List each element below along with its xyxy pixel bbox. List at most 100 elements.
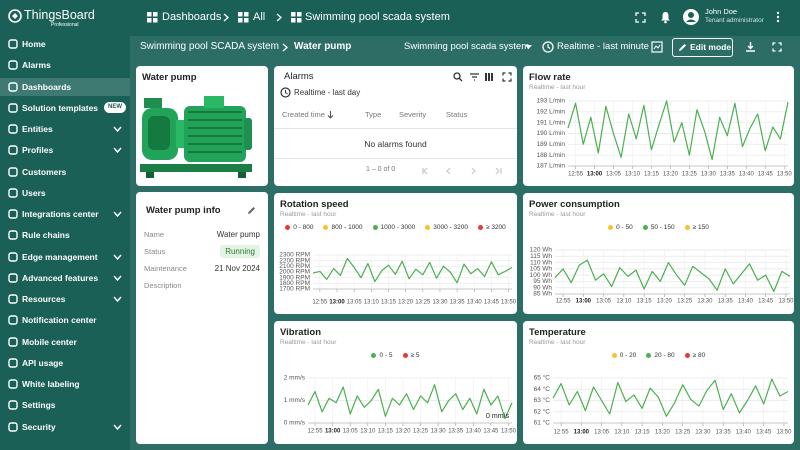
edition: Professional — [51, 22, 79, 28]
menu-item[interactable]: Dashboards — [0, 77, 130, 96]
menu-item[interactable]: White labeling — [0, 375, 130, 393]
layout-button[interactable] — [651, 41, 663, 53]
fullscreen-button[interactable] — [772, 42, 782, 52]
menu-item[interactable]: Notification center — [0, 311, 130, 329]
menu-item[interactable]: Home — [0, 35, 130, 53]
legend-label: 3000 - 3200 — [433, 224, 468, 231]
card-title: Alarms — [284, 71, 314, 82]
icon-shape — [8, 103, 18, 113]
state-current: Water pump — [294, 41, 352, 52]
menu-label: Dashboards — [22, 81, 72, 92]
top-bar: Dashboards All Swimming pool scada syste… — [130, 0, 800, 36]
state-path[interactable]: Swimming pool SCADA system — [140, 41, 279, 52]
menu-icon — [8, 188, 18, 198]
legend-swatch — [477, 225, 483, 230]
info-label: Description — [144, 281, 182, 290]
menu-item[interactable]: Profiles — [0, 141, 130, 159]
menu-button[interactable] — [776, 11, 780, 23]
menu-item[interactable]: Security — [0, 418, 130, 436]
alarms-timewindow[interactable]: Realtime - last day — [294, 88, 361, 97]
chart-card: Vibration Realtime - last hour 0 - 5 ≥ 5 — [274, 321, 517, 444]
dashboard-select[interactable]: Swimming pool scada system — [404, 41, 530, 52]
pagination: 1 – 0 of 0 — [366, 166, 396, 173]
dashboards-icon — [147, 12, 158, 23]
menu-item[interactable]: Users — [0, 184, 130, 202]
edit-button[interactable] — [247, 206, 256, 215]
icon-shape — [8, 39, 18, 49]
info-card: Water pump info Name Water pump Status Runn… — [136, 192, 268, 444]
menu-item[interactable]: Mobile center — [0, 333, 130, 351]
edit-mode-button[interactable]: Edit mode — [672, 38, 733, 57]
chart-subtitle: Realtime - last hour — [529, 211, 586, 218]
chart-card: Temperature Realtime - last hour 0 - 20 20 … — [523, 321, 794, 444]
divider — [274, 158, 517, 159]
menu-item[interactable]: Advanced features — [0, 269, 130, 287]
info-value: Running — [220, 245, 260, 258]
legend-item: 0 - 800 — [285, 224, 313, 231]
column-header[interactable]: Created time — [282, 110, 325, 119]
menu-label: Users — [22, 187, 46, 198]
icon-shape — [8, 358, 18, 368]
chevron-shape — [113, 254, 122, 260]
expand-chevron — [113, 275, 122, 281]
legend-label: 0 - 20 — [619, 352, 637, 359]
legend-swatch — [425, 225, 431, 230]
info-label: Maintenance — [144, 264, 187, 273]
alarm-actions[interactable] — [453, 72, 513, 82]
fullscreen-button[interactable] — [635, 12, 646, 23]
menu-item[interactable]: Settings — [0, 396, 130, 414]
legend-item: 0 - 50 — [608, 224, 633, 231]
breadcrumb[interactable]: Dashboards — [162, 11, 222, 23]
legend-item: 3000 - 3200 — [425, 224, 468, 231]
download-button[interactable] — [745, 41, 756, 53]
menu-icon — [8, 358, 18, 368]
dropdown-arrow — [525, 45, 532, 49]
menu-item[interactable]: Alarms — [0, 56, 130, 74]
icon-shape — [8, 379, 18, 389]
avatar[interactable] — [683, 9, 699, 25]
user-name: John Doe — [705, 7, 738, 16]
legend-item: 50 - 150 — [642, 224, 675, 231]
pager-buttons[interactable] — [420, 167, 510, 175]
legend-item: ≥ 150 — [684, 224, 709, 231]
menu-badge: NEW — [104, 101, 126, 113]
legend-label: ≥ 80 — [692, 352, 706, 359]
menu-item[interactable]: API usage — [0, 354, 130, 372]
menu-item[interactable]: Entities — [0, 120, 130, 138]
menu-icon — [8, 273, 18, 283]
logo-icon — [8, 9, 22, 23]
menu-item[interactable]: Resources — [0, 290, 130, 308]
menu-item[interactable]: Edge management — [0, 248, 130, 266]
menu-icon — [8, 421, 18, 432]
chevron-shape — [113, 296, 122, 303]
menu-icon — [8, 103, 18, 113]
menu-item[interactable]: Customers — [0, 163, 130, 181]
info-value: Water pump — [216, 230, 260, 239]
menu-label: Solution templates — [22, 102, 99, 113]
breadcrumb[interactable]: Swimming pool scada system — [305, 11, 450, 23]
breadcrumb[interactable]: All — [253, 11, 266, 23]
menu-icon — [8, 124, 18, 134]
legend-item: 0 - 5 — [371, 352, 393, 359]
legend-swatch — [402, 353, 408, 358]
legend-swatch — [608, 225, 614, 230]
legend-label: 800 - 1000 — [331, 224, 363, 231]
legend-label: ≥ 150 — [692, 224, 709, 231]
chart-title: Temperature — [529, 327, 586, 338]
timewindow[interactable]: Realtime - last minute — [557, 41, 649, 52]
column-header: Severity — [399, 110, 427, 119]
legend-item: 1000 - 3000 — [372, 224, 415, 231]
menu-item[interactable]: Solution templates NEW — [0, 99, 130, 117]
menu-item[interactable]: Integrations center — [0, 205, 130, 223]
clock-icon — [542, 41, 554, 53]
menu-icon — [8, 315, 18, 325]
menu-label: Settings — [22, 400, 56, 411]
menu-icon — [8, 400, 18, 410]
menu-label: Mobile center — [22, 336, 77, 347]
menu-icon — [8, 251, 18, 262]
legend-label: 0 - 800 — [293, 224, 314, 231]
notifications-button[interactable] — [660, 11, 671, 24]
menu-item[interactable]: Rule chains — [0, 226, 130, 244]
legend-item: ≥ 3200 — [477, 224, 506, 231]
menu-label: API usage — [22, 357, 64, 368]
